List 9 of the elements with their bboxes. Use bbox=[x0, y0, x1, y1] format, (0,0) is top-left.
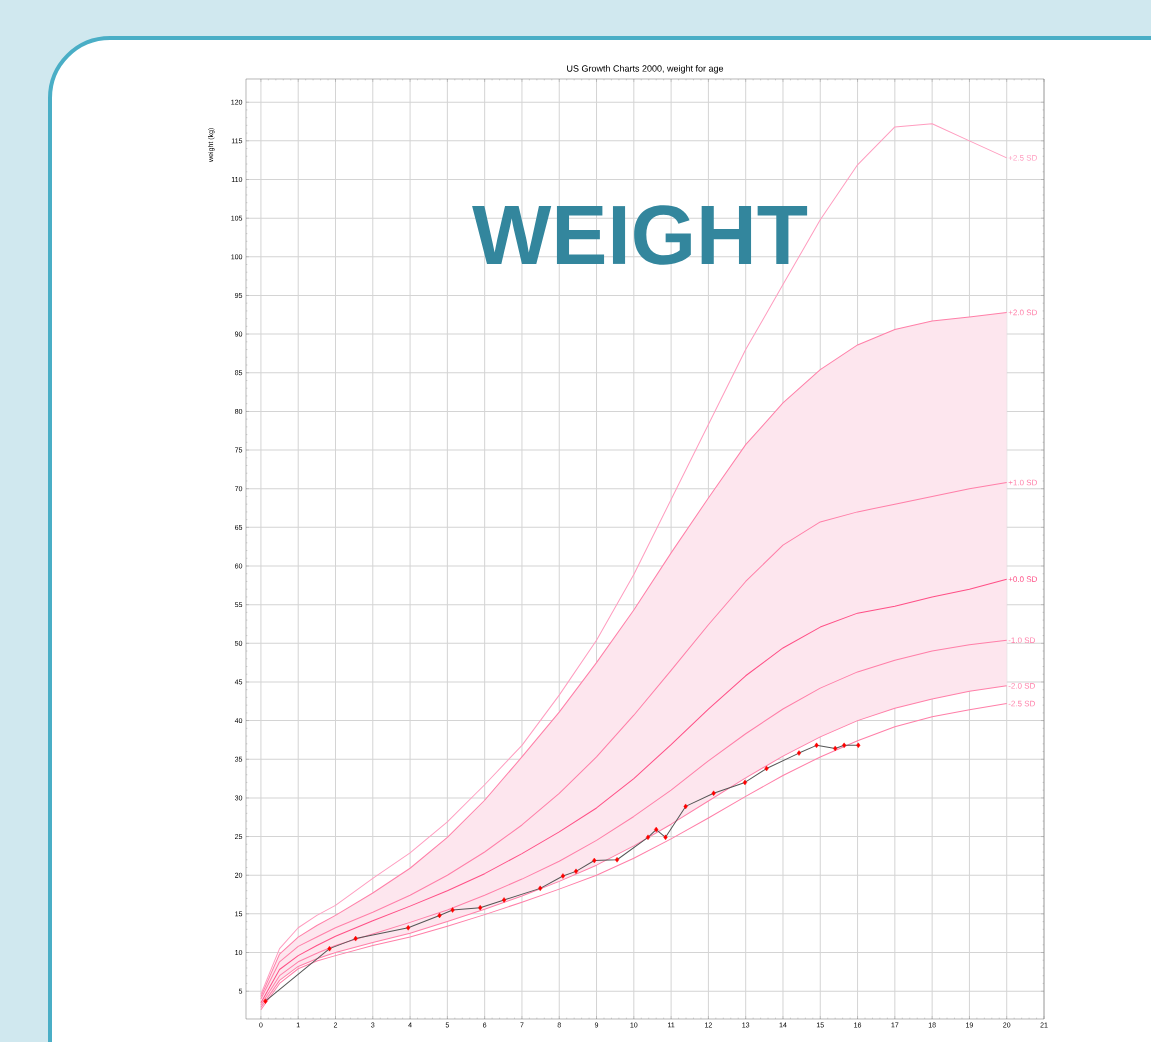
series-label: -2.5 SD bbox=[1008, 700, 1035, 707]
series-label: +2.5 SD bbox=[1008, 155, 1037, 161]
chart-title: US Growth Charts 2000, weight for age bbox=[567, 65, 724, 74]
series-label: -1.0 SD bbox=[1008, 637, 1035, 644]
series-label: +0.0 SD bbox=[1008, 576, 1037, 582]
series-label: +2.0 SD bbox=[1008, 309, 1037, 316]
series-label: +1.0 SD bbox=[1008, 479, 1037, 486]
annotation: WEIGHT bbox=[472, 205, 808, 265]
series-label: -2.0 SD bbox=[1008, 682, 1035, 689]
